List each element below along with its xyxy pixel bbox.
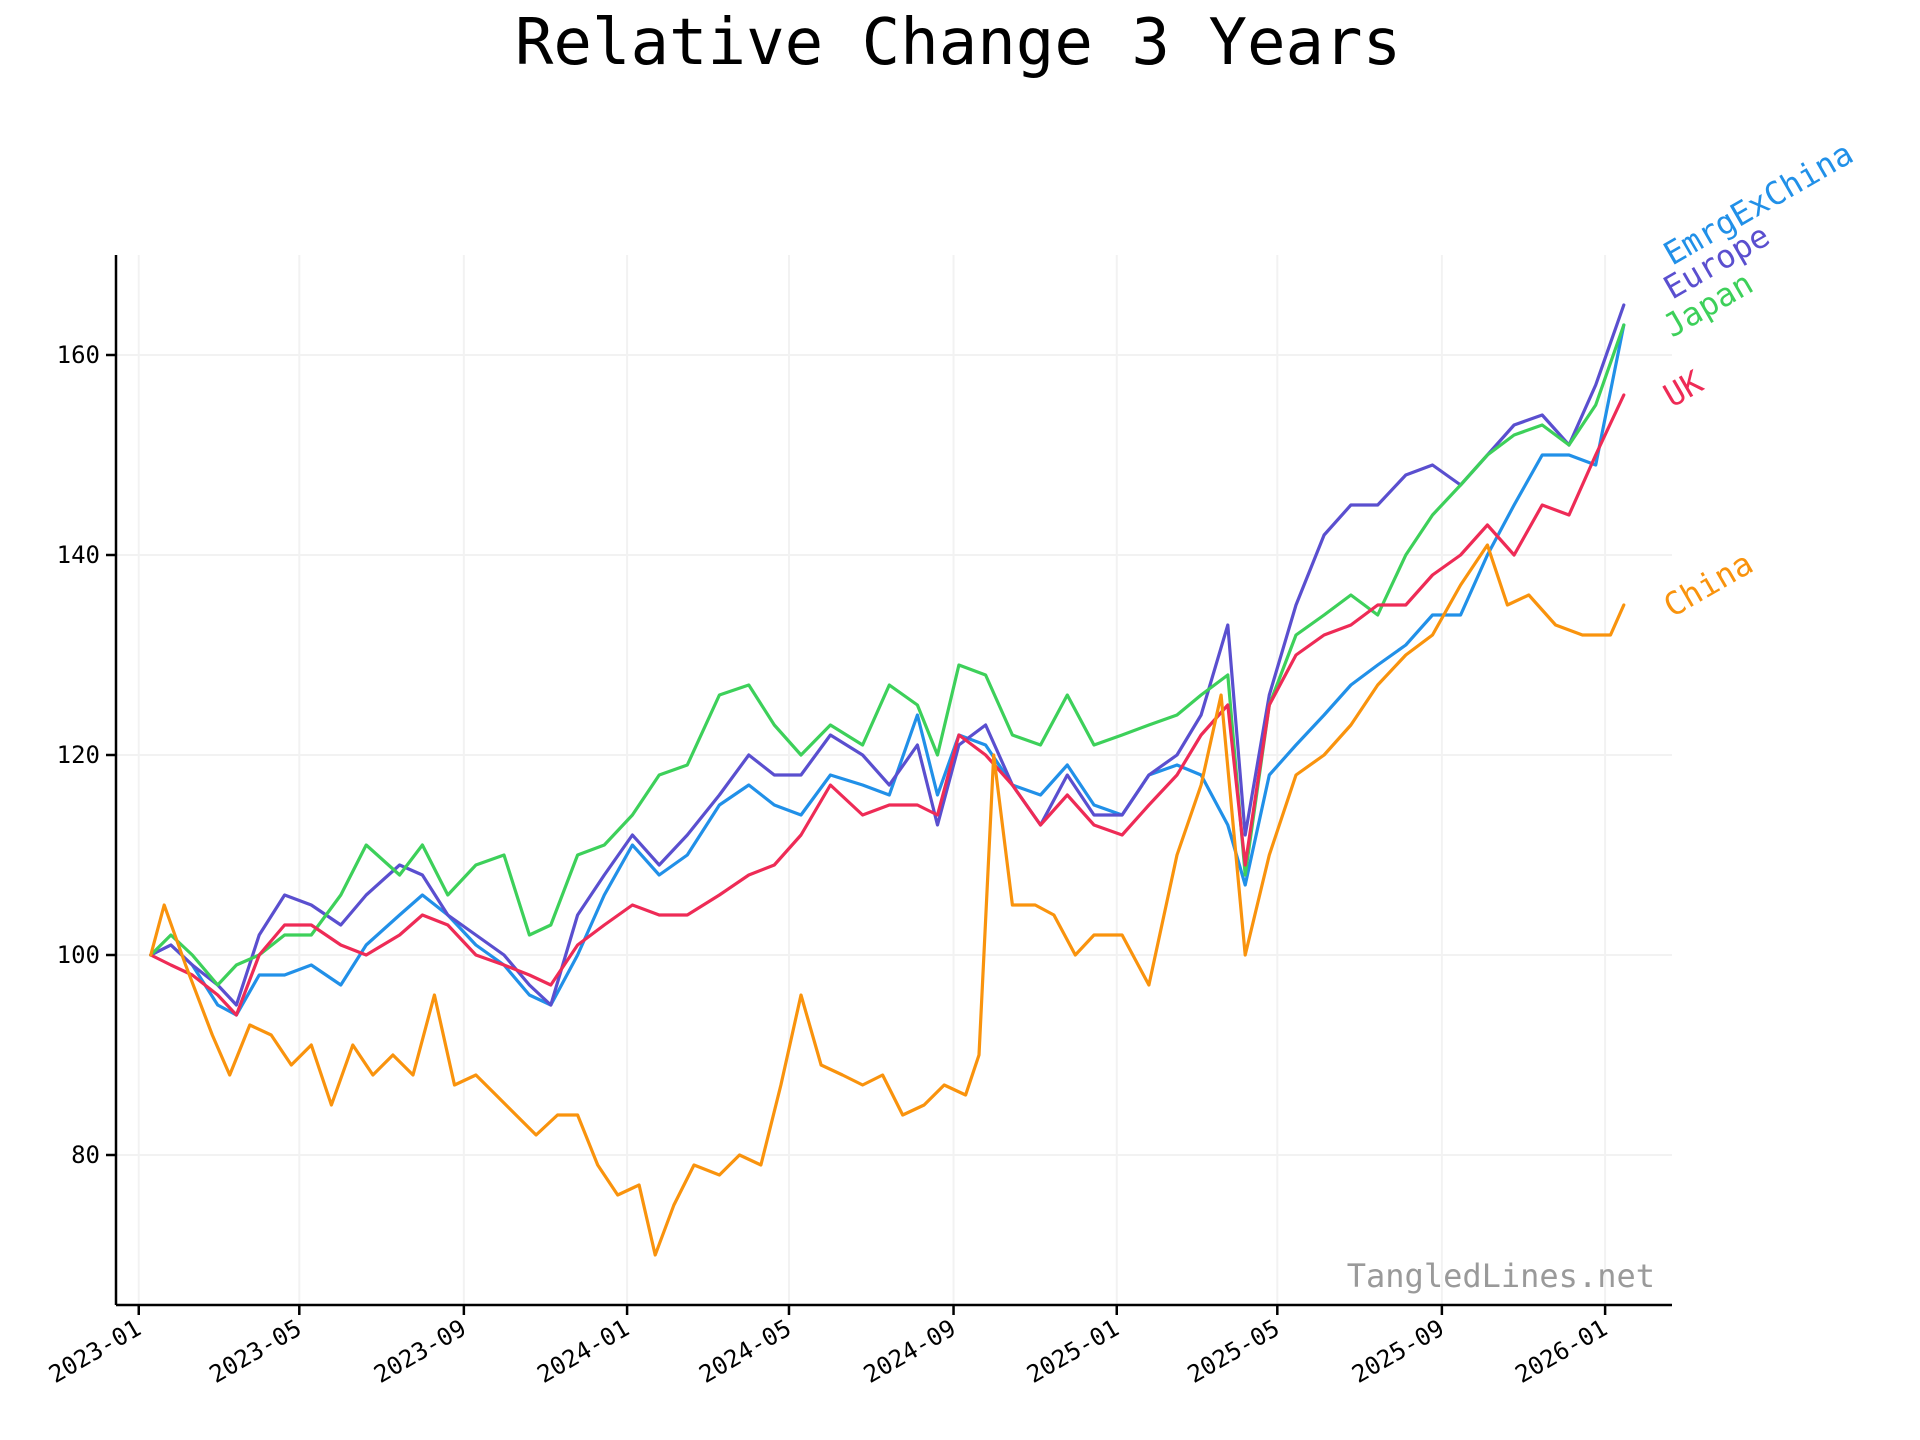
series-label-china: China — [1657, 544, 1759, 625]
y-tick-label: 100 — [57, 941, 100, 969]
series-line-japan — [149, 323, 1626, 987]
y-tick-label: 120 — [57, 741, 100, 769]
y-tick-label: 80 — [71, 1141, 100, 1169]
y-ticks: 80 100 120 140 160 — [57, 341, 116, 1169]
grid — [116, 255, 1672, 1305]
chart-title: Relative Change 3 Years — [515, 6, 1401, 80]
x-tick-label: 2025-01 — [1022, 1314, 1124, 1389]
x-tick-label: 2026-01 — [1511, 1314, 1613, 1389]
series-lines — [149, 303, 1626, 1257]
series-label-uk: UK — [1657, 362, 1710, 415]
x-tick-label: 2025-05 — [1183, 1314, 1285, 1389]
x-tick-label: 2023-09 — [369, 1314, 471, 1389]
series-line-uk — [149, 393, 1626, 1017]
x-tick-label: 2024-09 — [859, 1314, 961, 1389]
y-tick-label: 160 — [57, 341, 100, 369]
y-tick-label: 140 — [57, 541, 100, 569]
series-line-europe — [149, 303, 1626, 1007]
x-tick-label: 2024-05 — [694, 1314, 796, 1389]
x-tick-label: 2023-01 — [44, 1314, 146, 1389]
watermark: TangledLines.net — [1347, 1257, 1655, 1295]
series-line-emrgexchina — [149, 323, 1626, 1017]
x-tick-label: 2024-01 — [532, 1314, 634, 1389]
axes — [114, 255, 1672, 1307]
x-ticks: 2023-01 2023-05 2023-09 2024-01 2024-05 2024-… — [44, 1305, 1612, 1389]
series-line-china — [149, 543, 1626, 1257]
x-tick-label: 2025-09 — [1347, 1314, 1449, 1389]
x-tick-label: 2023-05 — [205, 1314, 307, 1389]
